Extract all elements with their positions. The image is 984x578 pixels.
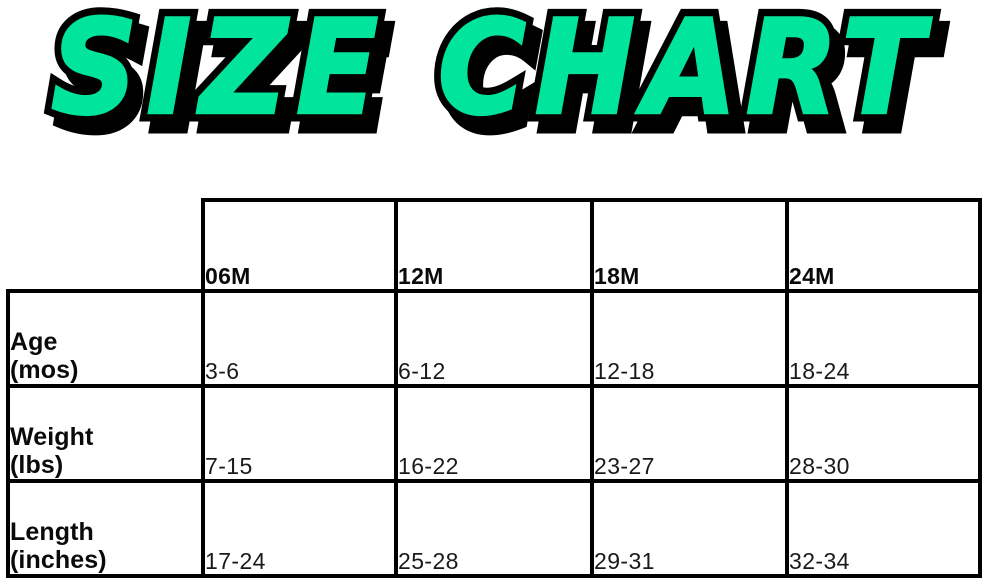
corner-cell [8, 200, 203, 291]
column-header-24m: 24M [785, 198, 982, 293]
size-chart-table: 06M 12M 18M 24M Age (mos) 3-6 6-12 12-18… [6, 198, 982, 578]
cell-weight-18m: 23-27 [590, 384, 789, 483]
row-label-age: Age (mos) [6, 289, 205, 388]
row-label-length: Length (inches) [6, 479, 205, 578]
cell-length-06m: 17-24 [201, 479, 398, 578]
page-title: SIZE CHART SIZE CHART SIZE CHART [0, 0, 984, 161]
row-label-length-line1: Length [10, 518, 94, 546]
cell-weight-12m: 16-22 [394, 384, 594, 483]
column-header-12m: 12M [394, 198, 594, 293]
cell-weight-24m: 28-30 [785, 384, 982, 483]
title-fill-layer: SIZE CHART [50, 0, 933, 144]
cell-age-12m: 6-12 [394, 289, 594, 388]
row-label-weight-line2: (lbs) [10, 451, 64, 479]
cell-age-06m: 3-6 [201, 289, 398, 388]
cell-length-12m: 25-28 [394, 479, 594, 578]
row-label-weight-line1: Weight [10, 423, 94, 451]
table-row: Age (mos) 3-6 6-12 12-18 18-24 [6, 289, 982, 388]
row-label-length-line2: (inches) [10, 546, 107, 574]
column-header-06m: 06M [201, 198, 398, 293]
table-header-row: 06M 12M 18M 24M [8, 198, 982, 293]
title-outline-layer: SIZE CHART [43, 0, 933, 149]
row-label-age-line1: Age [10, 328, 58, 356]
cell-weight-06m: 7-15 [201, 384, 398, 483]
cell-length-24m: 32-34 [785, 479, 982, 578]
column-header-18m: 18M [590, 198, 789, 293]
title-shadow-layer: SIZE CHART [52, 0, 942, 161]
table-row: Weight (lbs) 7-15 16-22 23-27 28-30 [6, 384, 982, 483]
cell-age-18m: 12-18 [590, 289, 789, 388]
cell-length-18m: 29-31 [590, 479, 789, 578]
table-row: Length (inches) 17-24 25-28 29-31 32-34 [6, 479, 982, 578]
row-label-age-line2: (mos) [10, 356, 79, 384]
row-label-weight: Weight (lbs) [6, 384, 205, 483]
cell-age-24m: 18-24 [785, 289, 982, 388]
